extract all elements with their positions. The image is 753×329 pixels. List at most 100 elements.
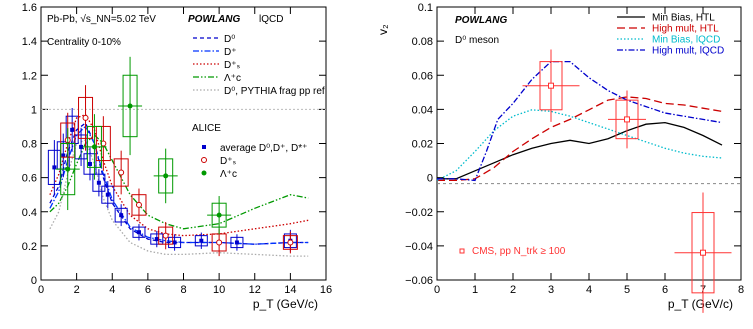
raa-data-point: [199, 238, 204, 243]
raa-x-tick-label: 4: [109, 284, 115, 296]
v2-data-point: [548, 82, 554, 89]
raa-x-tick-label: 8: [180, 284, 186, 296]
raa-y-tick-label: 0.8: [22, 139, 37, 151]
raa-legend-label-0: D⁰: [224, 34, 235, 45]
raa-y-tick-label: 1.6: [22, 2, 37, 14]
raa-data-point: [118, 169, 125, 176]
raa-legend-data-label-0: average D⁰,D⁺, D*⁺: [220, 143, 307, 154]
raa-y-tick-label: 0.6: [22, 173, 37, 185]
v2-x-tick-label: 4: [586, 284, 592, 296]
v2-y-tick-label: −0.02: [405, 207, 433, 219]
v2-x-tick-label: 3: [548, 284, 554, 296]
v2-y-tick-label: 0.1: [418, 2, 433, 14]
v2-legend-label-0: Min Bias, HTL: [652, 13, 715, 24]
raa-y-tick-label: 0: [31, 275, 37, 287]
v2-x-tick-label: 5: [624, 284, 630, 296]
raa-curve-4: [49, 139, 309, 257]
v2-y-tick-label: −0.06: [405, 275, 433, 287]
v2-x-tick-label: 8: [738, 284, 744, 296]
v2-curve-3: [437, 60, 723, 182]
raa-x-tick-label: 10: [213, 284, 225, 296]
v2-curve-0: [437, 121, 723, 180]
raa-curve-0: [49, 121, 309, 245]
raa-data-point: [234, 240, 239, 245]
raa-legend-label-3: Λ⁺c: [224, 73, 241, 84]
raa-x-tick-label: 0: [38, 284, 44, 296]
raa-legend-data-label-1: D⁺ₛ: [220, 156, 237, 167]
v2-data-sys-box: [691, 212, 715, 294]
raa-x-tick-label: 14: [284, 284, 296, 296]
raa-data-point: [52, 165, 57, 170]
v2-data-point: [624, 116, 630, 123]
v2-y-tick-label: 0.04: [412, 104, 433, 116]
raa-y-tick-label: 1.4: [22, 36, 37, 48]
raa-data-point: [287, 239, 294, 246]
raa-x-tick-label: 6: [145, 284, 151, 296]
raa-data-point: [135, 201, 142, 208]
raa-data-point: [216, 212, 222, 218]
raa-data-point: [96, 180, 101, 185]
v2-x-tick-label: 6: [662, 284, 668, 296]
v2-data-point: [700, 249, 706, 256]
raa-data-point: [82, 114, 89, 121]
raa-data-point: [87, 161, 92, 166]
raa-legend-marker-1: [201, 157, 207, 163]
raa-data-point: [136, 230, 141, 235]
v2-x-axis-label: p_T (GeV/c): [668, 297, 733, 311]
raa-data-point: [100, 140, 107, 147]
v2-y-tick-label: 0.08: [412, 36, 433, 48]
raa-data-point: [61, 153, 66, 158]
v2-y-tick-label: 0: [427, 173, 433, 185]
raa-legend-data-label-2: Λ⁺c: [220, 169, 237, 180]
v2-data-sys-box: [539, 61, 563, 111]
raa-alice-label: ALICE: [192, 123, 221, 134]
raa-legend-label-2: D⁺ₛ: [224, 60, 241, 71]
raa-legend-label-4: D⁰, PYTHIA frag pp ref: [224, 86, 325, 97]
raa-legend-marker-2: [201, 170, 207, 176]
v2-data-sys-box: [615, 99, 639, 140]
v2-model-label: POWLANG: [455, 15, 507, 26]
raa-data-point: [119, 213, 124, 218]
raa-x-axis-label: p_T (GeV/c): [253, 297, 318, 311]
raa-x-tick-label: 12: [249, 284, 261, 296]
raa-data-point: [105, 192, 110, 197]
raa-y-tick-label: 1: [31, 104, 37, 116]
v2-curve-1: [437, 96, 723, 182]
raa-y-tick-label: 0.4: [22, 207, 37, 219]
raa-x-tick-label: 16: [320, 284, 332, 296]
raa-centrality-label: Centrality 0-10%: [47, 37, 121, 48]
v2-meson-label: D⁰ meson: [455, 35, 499, 46]
v2-y-tick-label: 0.06: [412, 70, 433, 82]
raa-variant-label: lQCD: [259, 14, 283, 25]
raa-data-point: [172, 240, 177, 245]
raa-data-point: [216, 239, 223, 246]
raa-data-point: [154, 237, 159, 242]
v2-x-tick-label: 1: [472, 284, 478, 296]
v2-legend-label-1: High mult, HTL: [652, 24, 719, 35]
v2-cms-legend-label: CMS, pp N_trk ≥ 100: [472, 246, 566, 257]
v2-curve-2: [436, 109, 723, 181]
raa-system-label: Pb-Pb, √s_NN=5.02 TeV: [47, 13, 156, 25]
v2-y-tick-label: −0.04: [405, 241, 433, 253]
raa-legend-marker-0: [202, 145, 206, 149]
v2-x-tick-label: 2: [510, 284, 516, 296]
raa-data-point: [65, 166, 71, 172]
raa-y-tick-label: 1.2: [22, 70, 37, 82]
raa-data-point: [163, 173, 169, 179]
v2-y-axis-label: v₂: [376, 24, 390, 35]
raa-data-point: [70, 127, 75, 132]
v2-y-tick-label: 0.02: [412, 139, 433, 151]
v2-cms-legend-marker: [459, 248, 465, 254]
v2-x-tick-label: 0: [434, 284, 440, 296]
v2-legend-label-2: Min Bias, lQCD: [652, 35, 720, 46]
raa-legend-label-1: D⁺: [224, 47, 237, 58]
raa-data-point: [127, 103, 133, 109]
raa-model-label: POWLANG: [188, 14, 240, 25]
raa-y-tick-label: 0.2: [22, 241, 37, 253]
v2-legend-label-3: High mult, lQCD: [652, 46, 724, 57]
raa-x-tick-label: 2: [74, 284, 80, 296]
raa-data-point: [162, 232, 169, 239]
raa-data-point: [79, 144, 84, 149]
raa-data-point: [91, 144, 97, 150]
